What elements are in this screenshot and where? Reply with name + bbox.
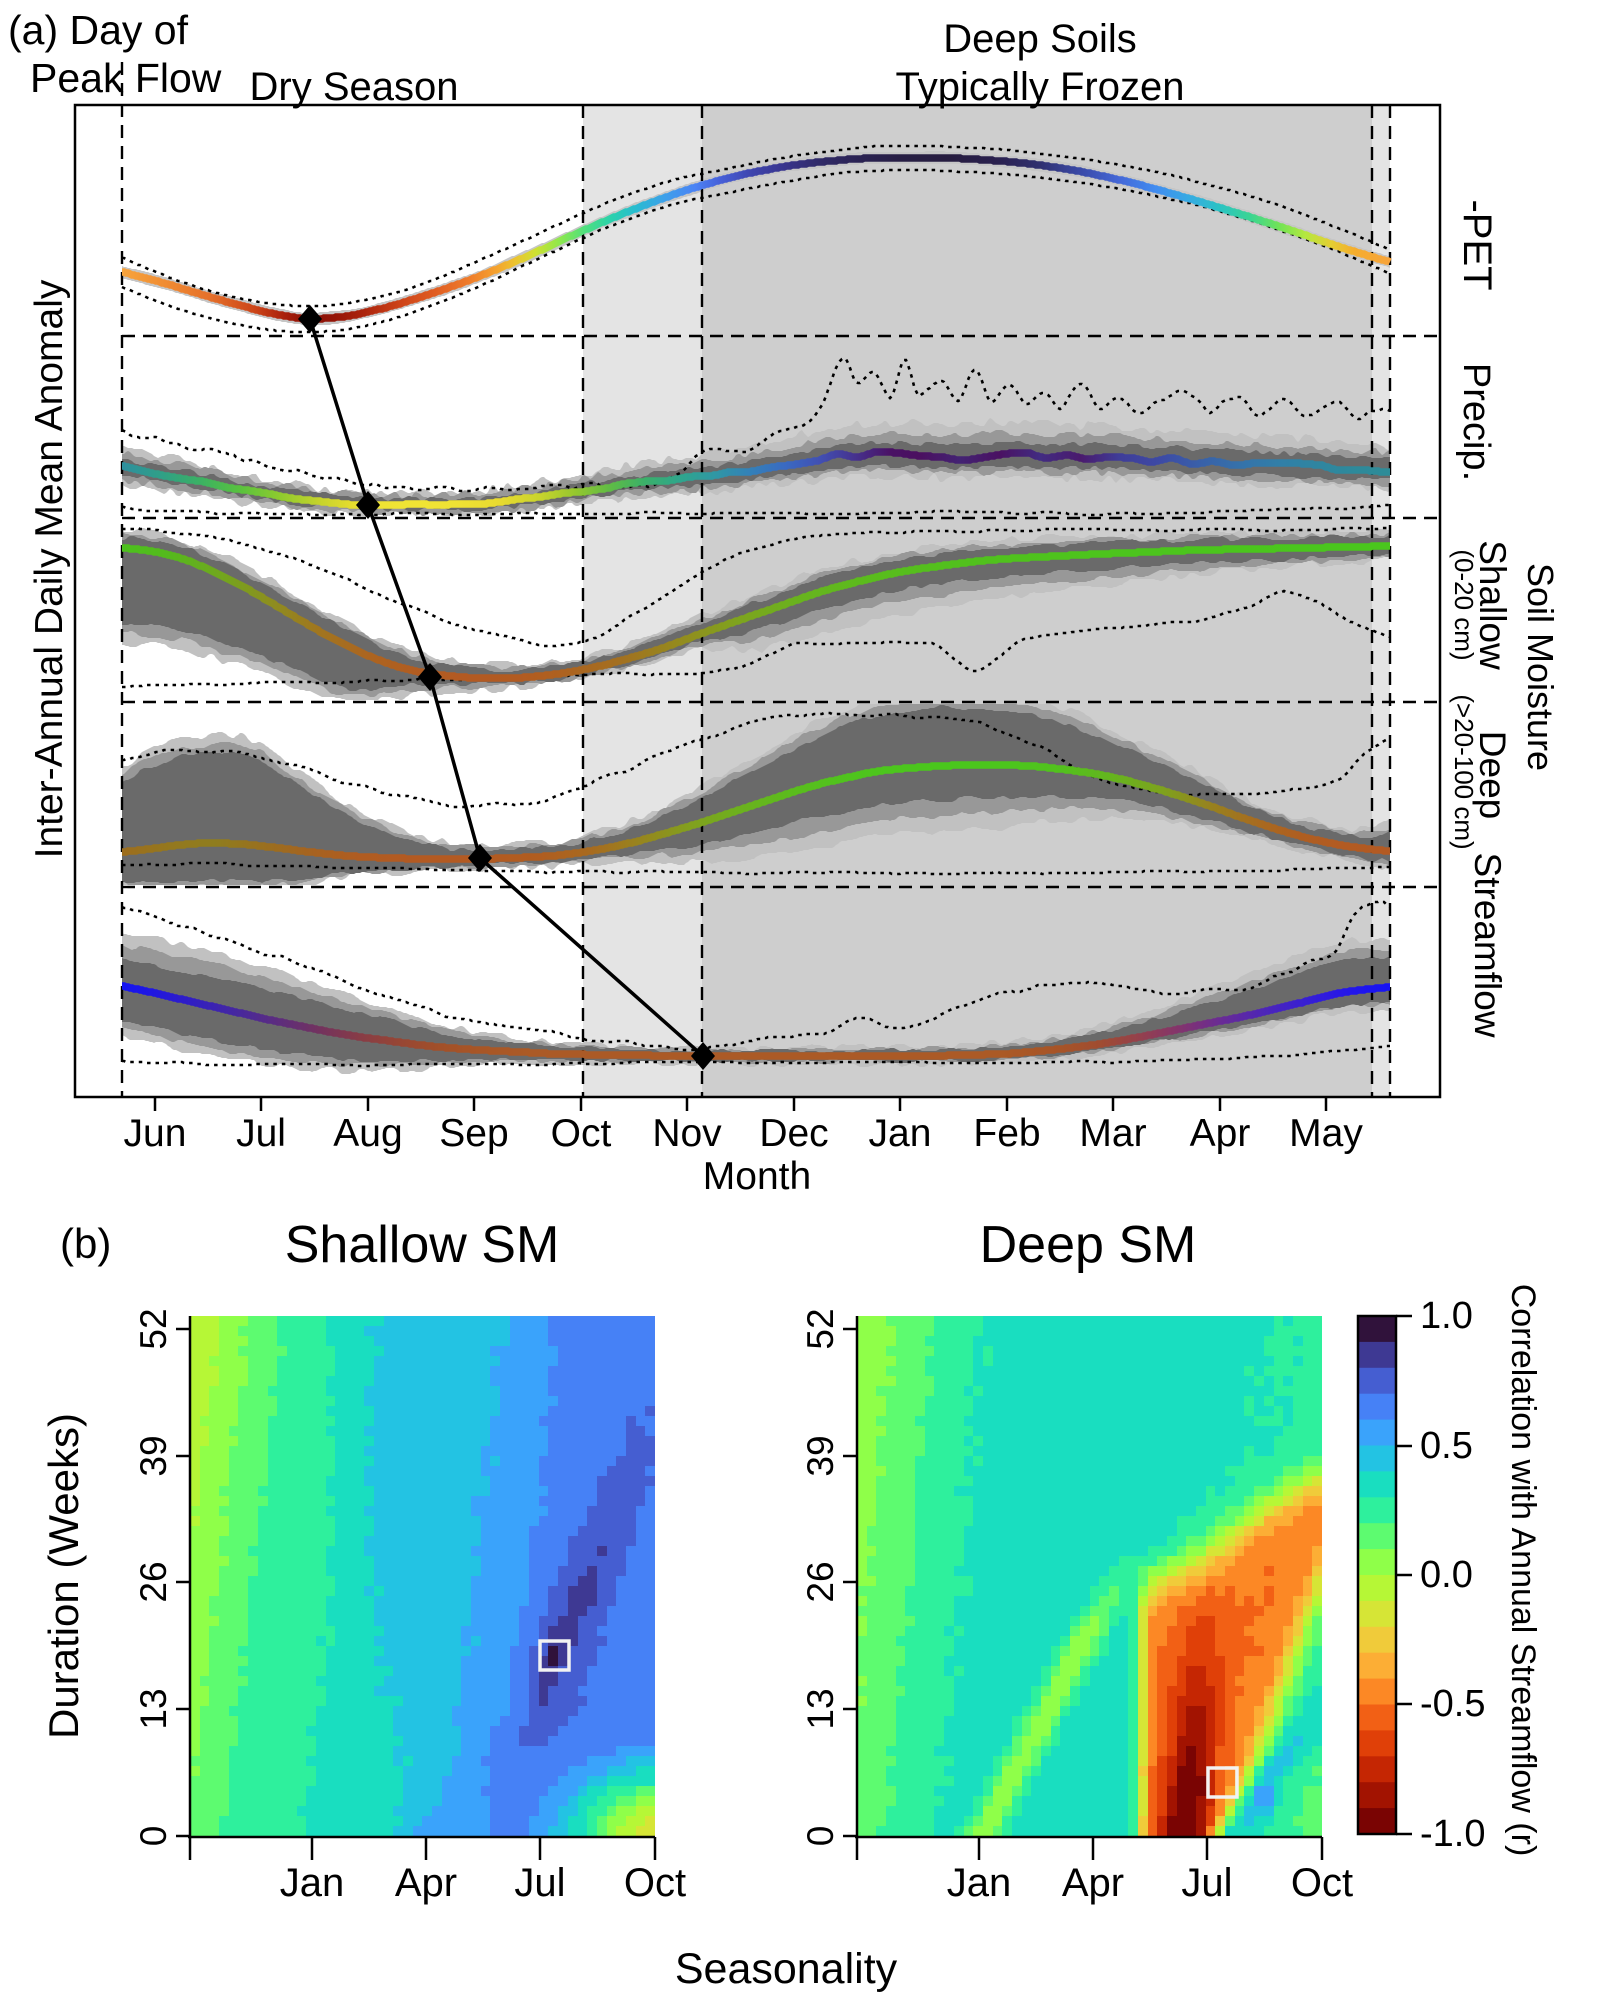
- svg-text:Jan: Jan: [869, 1112, 932, 1155]
- svg-text:Nov: Nov: [652, 1112, 722, 1155]
- svg-text:Inter-Annual Daily Mean Anomal: Inter-Annual Daily Mean Anomaly: [28, 279, 71, 858]
- svg-text:Jan: Jan: [280, 1861, 345, 1905]
- svg-text:(0-20 cm): (0-20 cm): [1449, 549, 1479, 660]
- svg-text:0.5: 0.5: [1420, 1425, 1473, 1467]
- svg-text:May: May: [1289, 1112, 1363, 1155]
- svg-text:(b): (b): [60, 1220, 111, 1267]
- svg-text:26: 26: [800, 1561, 841, 1602]
- svg-text:Precip.: Precip.: [1455, 363, 1497, 481]
- svg-text:Jul: Jul: [514, 1861, 565, 1905]
- svg-text:Oct: Oct: [1291, 1861, 1353, 1905]
- svg-text:Apr: Apr: [1190, 1112, 1251, 1155]
- svg-text:0: 0: [133, 1826, 174, 1847]
- svg-text:Dry Season: Dry Season: [250, 65, 459, 109]
- svg-text:Deep SM: Deep SM: [980, 1216, 1197, 1274]
- svg-text:-PET: -PET: [1455, 199, 1499, 290]
- svg-text:13: 13: [800, 1688, 841, 1729]
- svg-text:(a) Day of: (a) Day of: [8, 7, 189, 53]
- svg-text:Jan: Jan: [947, 1861, 1012, 1905]
- svg-text:Oct: Oct: [551, 1112, 612, 1155]
- svg-text:Apr: Apr: [1062, 1861, 1124, 1905]
- svg-text:13: 13: [133, 1688, 174, 1729]
- svg-text:Mar: Mar: [1079, 1112, 1146, 1155]
- svg-text:Month: Month: [703, 1155, 811, 1198]
- svg-text:Streamflow: Streamflow: [1467, 852, 1508, 1037]
- svg-text:Oct: Oct: [624, 1861, 686, 1905]
- svg-text:Correlation with Annual Stream: Correlation with Annual Streamflow (r): [1504, 1284, 1542, 1857]
- svg-text:1.0: 1.0: [1420, 1295, 1473, 1337]
- svg-text:Deep Soils: Deep Soils: [943, 17, 1136, 61]
- svg-text:Soil Moisture: Soil Moisture: [1520, 563, 1561, 771]
- svg-text:Jul: Jul: [1181, 1861, 1232, 1905]
- svg-text:39: 39: [133, 1435, 174, 1476]
- svg-text:Peak Flow: Peak Flow: [30, 55, 222, 101]
- svg-text:(>20-100 cm): (>20-100 cm): [1449, 694, 1479, 849]
- svg-text:0: 0: [800, 1826, 841, 1847]
- svg-text:52: 52: [800, 1308, 841, 1349]
- svg-text:Duration (Weeks): Duration (Weeks): [40, 1413, 87, 1739]
- svg-text:Apr: Apr: [395, 1861, 457, 1905]
- svg-text:-1.0: -1.0: [1420, 1813, 1485, 1855]
- svg-text:Jun: Jun: [124, 1112, 187, 1155]
- svg-text:52: 52: [133, 1308, 174, 1349]
- svg-text:Shallow: Shallow: [1472, 540, 1513, 670]
- svg-text:Shallow SM: Shallow SM: [285, 1216, 560, 1274]
- svg-text:Jul: Jul: [236, 1112, 286, 1155]
- svg-text:Typically Frozen: Typically Frozen: [896, 65, 1185, 109]
- svg-text:26: 26: [133, 1561, 174, 1602]
- svg-text:39: 39: [800, 1435, 841, 1476]
- svg-text:-0.5: -0.5: [1420, 1683, 1485, 1725]
- svg-text:Sep: Sep: [439, 1112, 508, 1155]
- svg-text:Deep: Deep: [1472, 731, 1513, 819]
- svg-text:Dec: Dec: [759, 1112, 828, 1155]
- svg-text:Seasonality: Seasonality: [675, 1945, 898, 1993]
- svg-text:Feb: Feb: [973, 1112, 1040, 1155]
- svg-text:Aug: Aug: [333, 1112, 402, 1155]
- svg-text:0.0: 0.0: [1420, 1554, 1473, 1596]
